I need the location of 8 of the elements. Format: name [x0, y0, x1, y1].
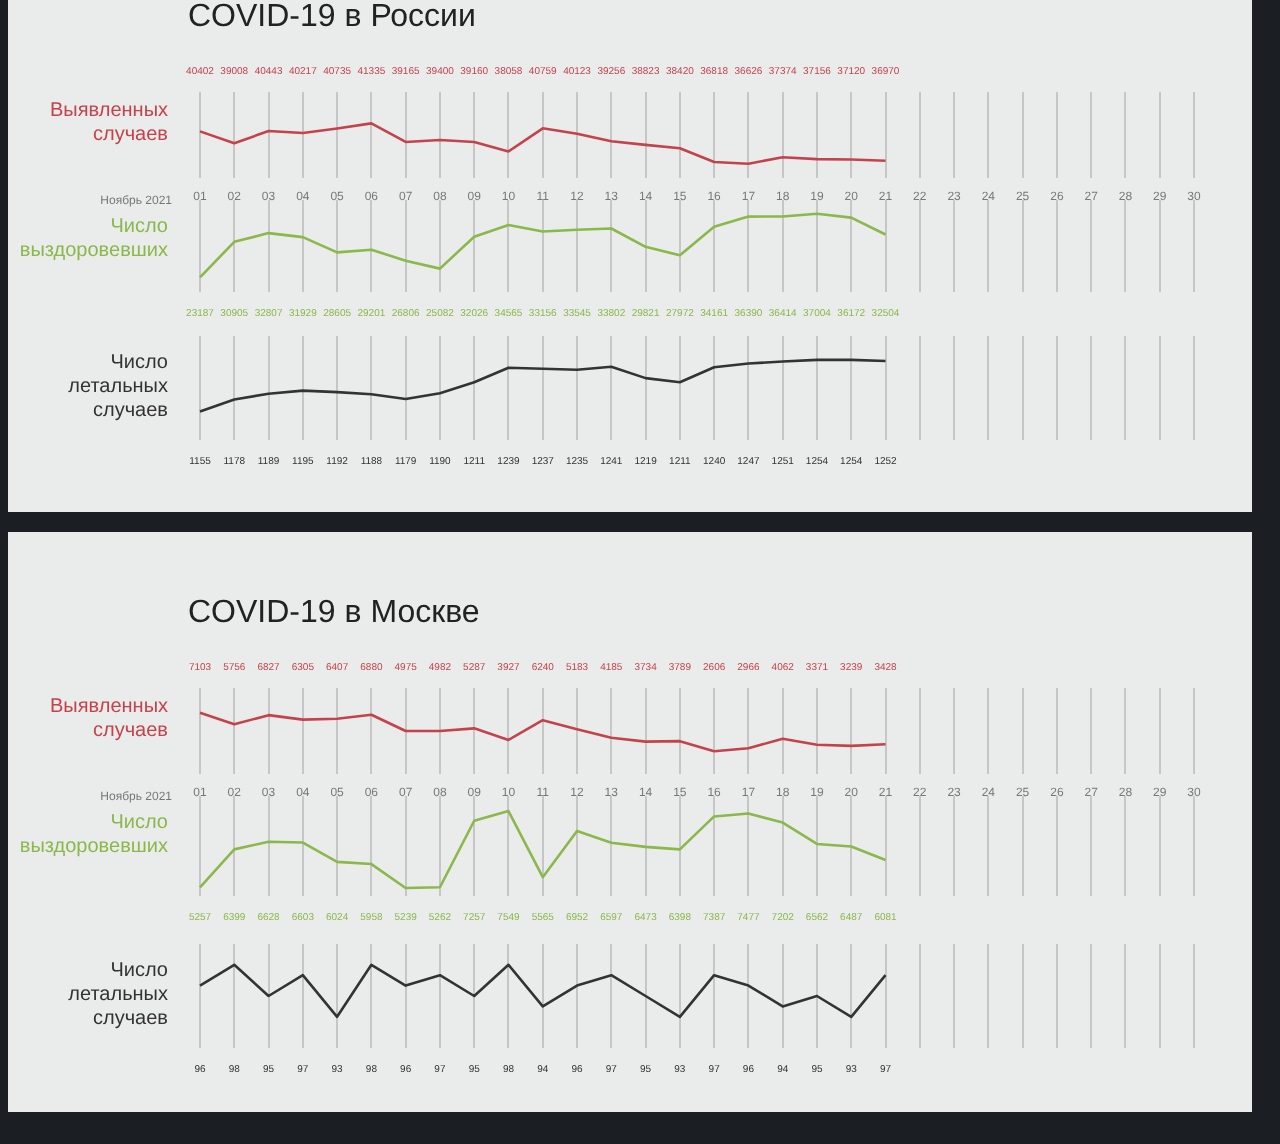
chart-title: COVID-19 в Москве [188, 596, 480, 632]
y-axis-title: Выявленных случаев [48, 696, 168, 744]
y-axis-title: Число выздоровевших [17, 812, 168, 860]
y-axis-title: Число летальных случаев [66, 352, 168, 424]
y-axis-title: Число летальных случаев [66, 960, 168, 1032]
y-axis-title: Выявленных случаев [48, 100, 168, 148]
y-axis-title: Число выздоровевших [17, 216, 168, 264]
chart-title: COVID-19 в России [188, 0, 476, 36]
